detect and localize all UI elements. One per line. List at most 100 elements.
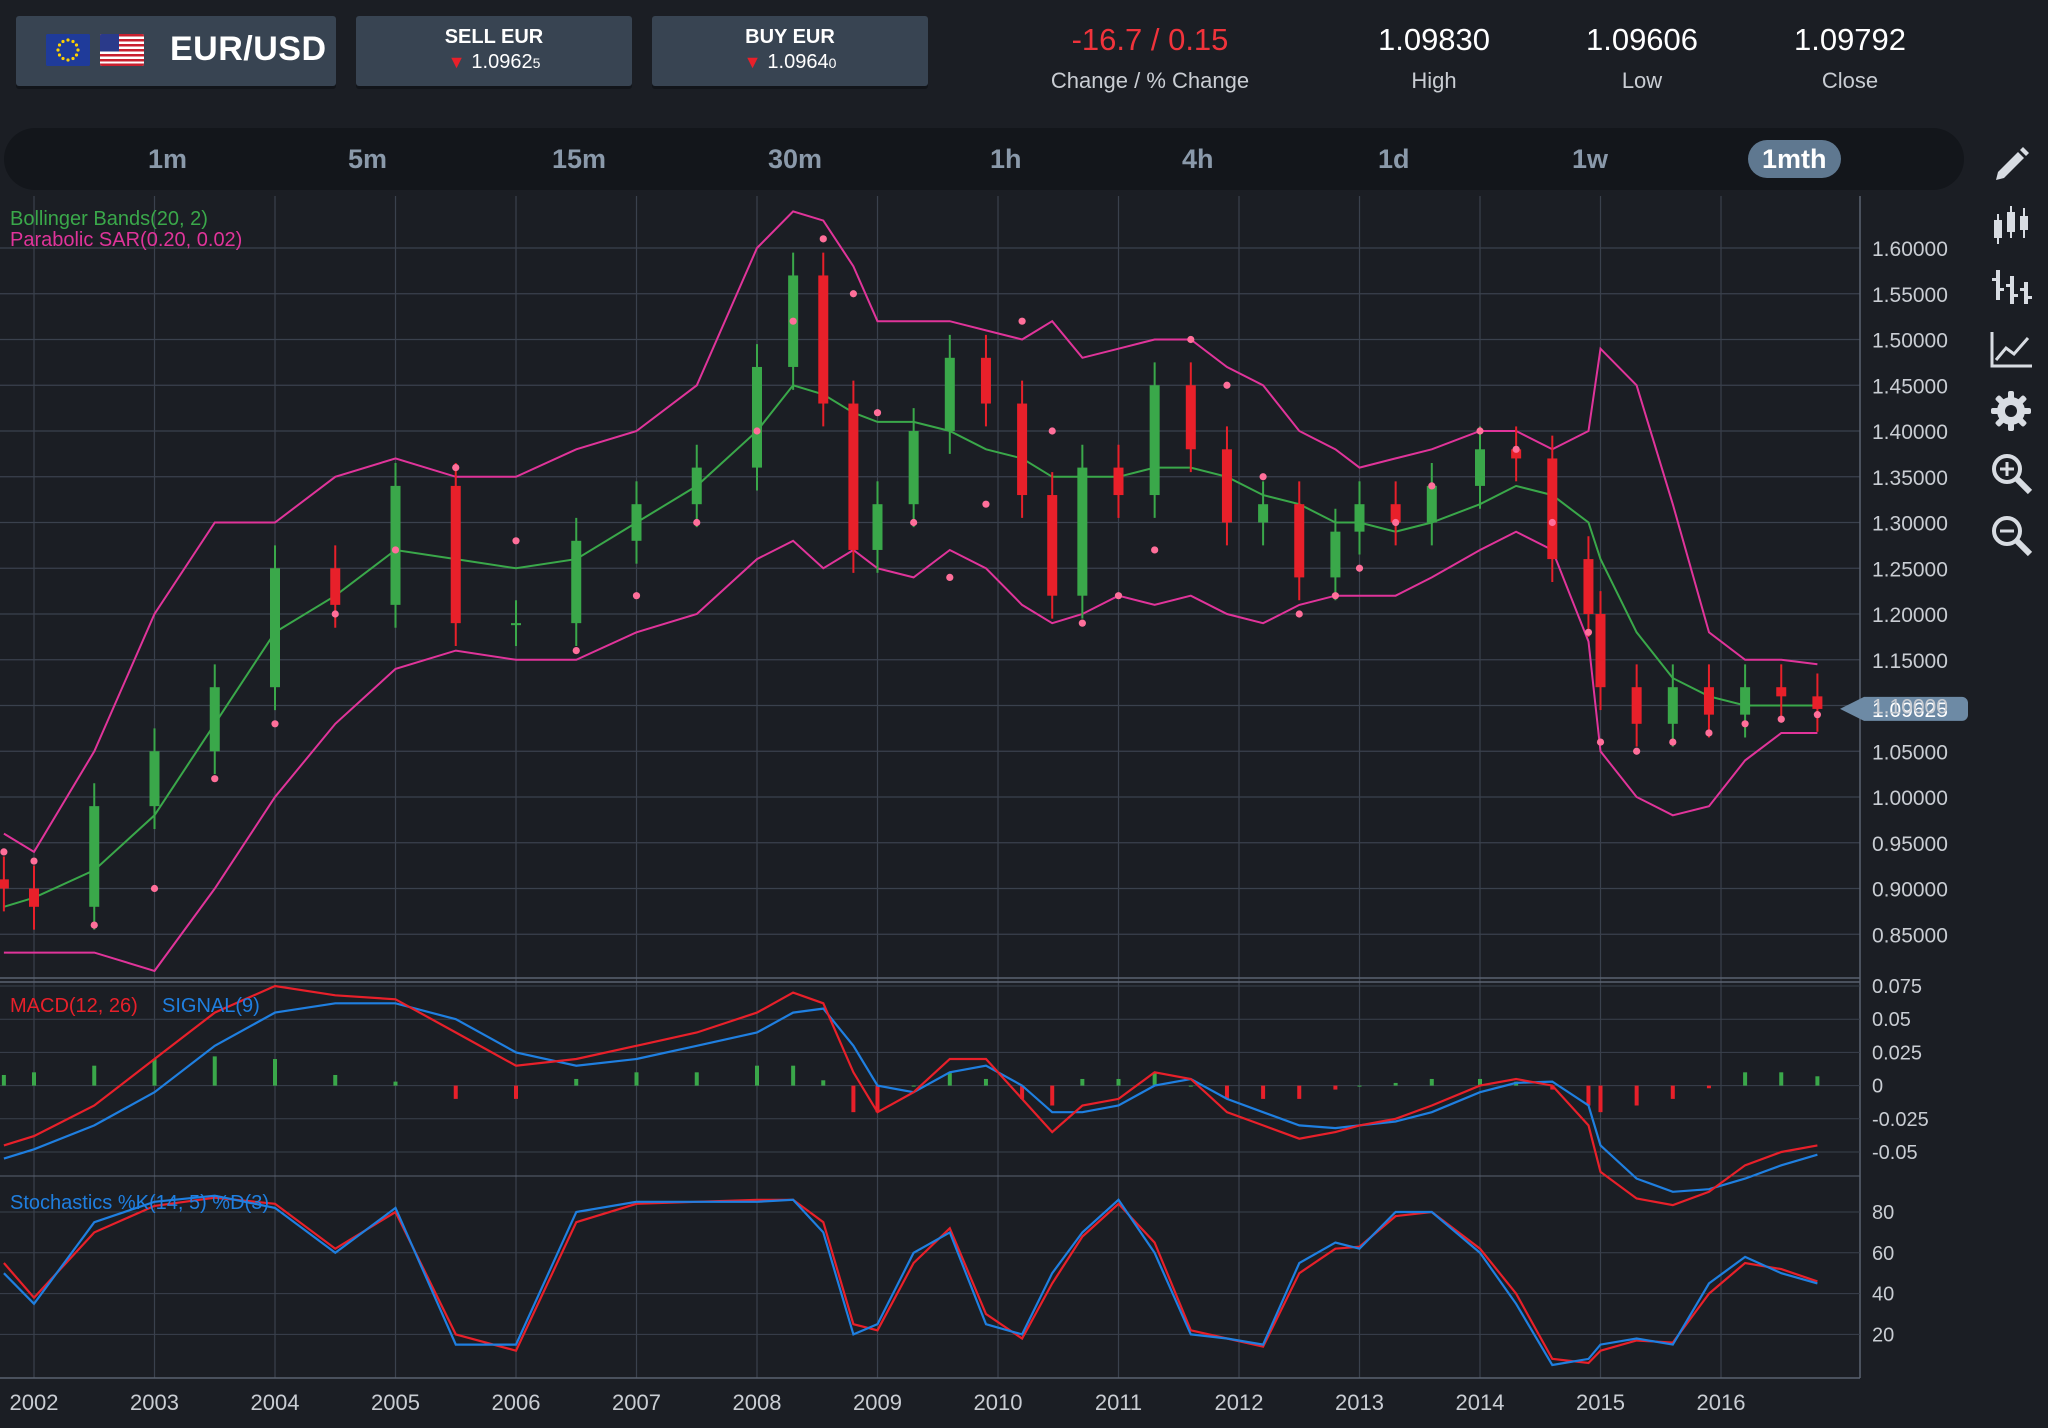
x-tick-label: 2005 xyxy=(371,1390,420,1415)
candle-body xyxy=(1547,458,1558,560)
macd-tick-label: 0.05 xyxy=(1872,1009,1911,1031)
sar-dot xyxy=(572,647,580,655)
stoch-tick-label: 60 xyxy=(1872,1243,1894,1265)
tab-1w[interactable]: 1w xyxy=(1572,144,1609,174)
y-tick-label: 1.45000 xyxy=(1872,375,1948,398)
buy-button[interactable]: BUY EUR ▼ 1.09640 xyxy=(652,16,928,86)
tab-1mth[interactable]: 1mth xyxy=(1748,140,1841,178)
candle-body xyxy=(752,366,762,468)
change-value: -16.7 / 0.15 xyxy=(1071,22,1229,57)
pair-selector[interactable]: EUR/USD xyxy=(16,16,336,86)
x-tick-label: 2007 xyxy=(612,1390,661,1415)
sell-button[interactable]: SELL EUR ▼ 1.09625 xyxy=(356,16,632,86)
y-tick-label: 1.25000 xyxy=(1872,558,1948,581)
timeframe-bar: 1m 5m 15m 30m 1h 4h 1d 1w 1mth xyxy=(4,128,1964,190)
candle-body xyxy=(908,431,919,505)
zoom-out-icon[interactable] xyxy=(1988,512,2034,558)
sar-dot xyxy=(693,518,701,527)
sar-dot xyxy=(982,500,990,508)
macd-histogram-bar xyxy=(453,1085,458,1099)
y-tick-label: 1.10000 xyxy=(1872,696,1948,719)
tab-1m[interactable]: 1m xyxy=(148,144,188,174)
bar-chart-icon[interactable] xyxy=(1988,264,2034,310)
line-chart-icon[interactable] xyxy=(1988,326,2034,372)
candle-body xyxy=(1149,385,1160,496)
candle-body xyxy=(511,623,521,626)
macd-tick-label: 0 xyxy=(1872,1076,1883,1098)
signal-line xyxy=(3,1002,1818,1193)
candle-body xyxy=(270,568,280,688)
x-tick-label: 2003 xyxy=(130,1390,179,1415)
candle-body xyxy=(1631,687,1642,724)
x-tick-label: 2010 xyxy=(974,1390,1023,1415)
candle-body xyxy=(818,275,829,404)
change-label: Change / % Change xyxy=(1050,68,1250,93)
candle-body xyxy=(1221,449,1232,523)
candle-body xyxy=(1776,687,1787,697)
macd-histogram-bar xyxy=(851,1085,856,1113)
candle-body xyxy=(1667,687,1678,724)
candle-body xyxy=(1390,504,1401,523)
stoch-tick-label: 40 xyxy=(1872,1284,1894,1306)
sar-dot xyxy=(1741,720,1749,728)
pencil-icon[interactable] xyxy=(1988,142,2034,188)
stat-low: 1.09606 Low xyxy=(1562,22,1722,94)
price-panel: 1.09625 xyxy=(0,210,1968,973)
macd-histogram-bar xyxy=(634,1072,639,1086)
zoom-in-icon[interactable] xyxy=(1988,450,2034,496)
macd-histogram-bar xyxy=(1634,1085,1639,1106)
macd-histogram-bar xyxy=(1815,1076,1820,1086)
current-price-tag xyxy=(1840,696,1968,721)
gear-icon[interactable] xyxy=(1988,388,2034,434)
tab-15m[interactable]: 15m xyxy=(552,144,607,174)
stoch-k-line xyxy=(3,1194,1818,1367)
x-tick-label: 2009 xyxy=(853,1390,902,1415)
x-tick-label: 2013 xyxy=(1335,1390,1384,1415)
macd-tick-label: 0.075 xyxy=(1872,976,1922,998)
x-tick-label: 2006 xyxy=(492,1390,541,1415)
sar-dot xyxy=(391,546,400,554)
macd-histogram-bar xyxy=(1779,1072,1784,1086)
macd-histogram-bar xyxy=(947,1072,952,1086)
close-value: 1.09792 xyxy=(1793,22,1907,57)
y-tick-label: 1.35000 xyxy=(1872,467,1948,490)
candlestick-icon[interactable] xyxy=(1988,202,2034,248)
sar-dot xyxy=(1548,518,1556,527)
candle-body xyxy=(1703,687,1714,715)
tab-5m[interactable]: 5m xyxy=(348,144,388,174)
down-arrow-icon: ▼ xyxy=(447,52,466,72)
stat-high: 1.09830 High xyxy=(1354,22,1514,94)
macd-histogram-bar xyxy=(1357,1085,1362,1087)
tab-4h[interactable]: 4h xyxy=(1182,144,1214,174)
candle-body xyxy=(330,568,341,605)
x-tick-label: 2002 xyxy=(10,1390,59,1415)
macd-histogram-bar xyxy=(1050,1085,1055,1106)
candle-body xyxy=(1258,504,1269,523)
candle-body xyxy=(29,888,39,907)
tab-30m[interactable]: 30m xyxy=(768,144,823,174)
y-tick-label: 1.40000 xyxy=(1872,421,1948,444)
buy-price-value: 1.0964 xyxy=(767,51,829,73)
macd-histogram-bar xyxy=(1550,1085,1555,1090)
y-tick-label: 0.85000 xyxy=(1872,924,1948,947)
tab-1d[interactable]: 1d xyxy=(1378,144,1410,174)
y-tick-label: 1.15000 xyxy=(1872,650,1948,673)
y-tick-label: 1.05000 xyxy=(1872,741,1948,764)
price-chart[interactable]: 1.09625 2002 2003 2004 2005 2006 2007 2008 2009… xyxy=(0,196,1974,1428)
tab-1h[interactable]: 1h xyxy=(990,144,1022,174)
sar-dot xyxy=(90,921,98,929)
sar-dot xyxy=(1187,335,1195,344)
eu-flag-icon xyxy=(46,34,90,66)
macd-histogram-bar xyxy=(393,1081,398,1086)
sell-price-value: 1.0962 xyxy=(471,51,533,73)
sar-dot xyxy=(1295,610,1303,618)
macd-histogram-bar xyxy=(1586,1085,1591,1106)
sar-dot xyxy=(1331,592,1339,600)
candle-body xyxy=(1113,467,1124,496)
stat-change: -16.7 / 0.15 Change / % Change xyxy=(1030,22,1270,94)
y-tick-label: 1.60000 xyxy=(1872,238,1948,261)
macd-histogram-bar xyxy=(1020,1085,1025,1099)
macd-histogram-bar xyxy=(1116,1078,1121,1086)
candle-body xyxy=(1426,485,1437,523)
macd-histogram-bar xyxy=(1333,1085,1338,1090)
